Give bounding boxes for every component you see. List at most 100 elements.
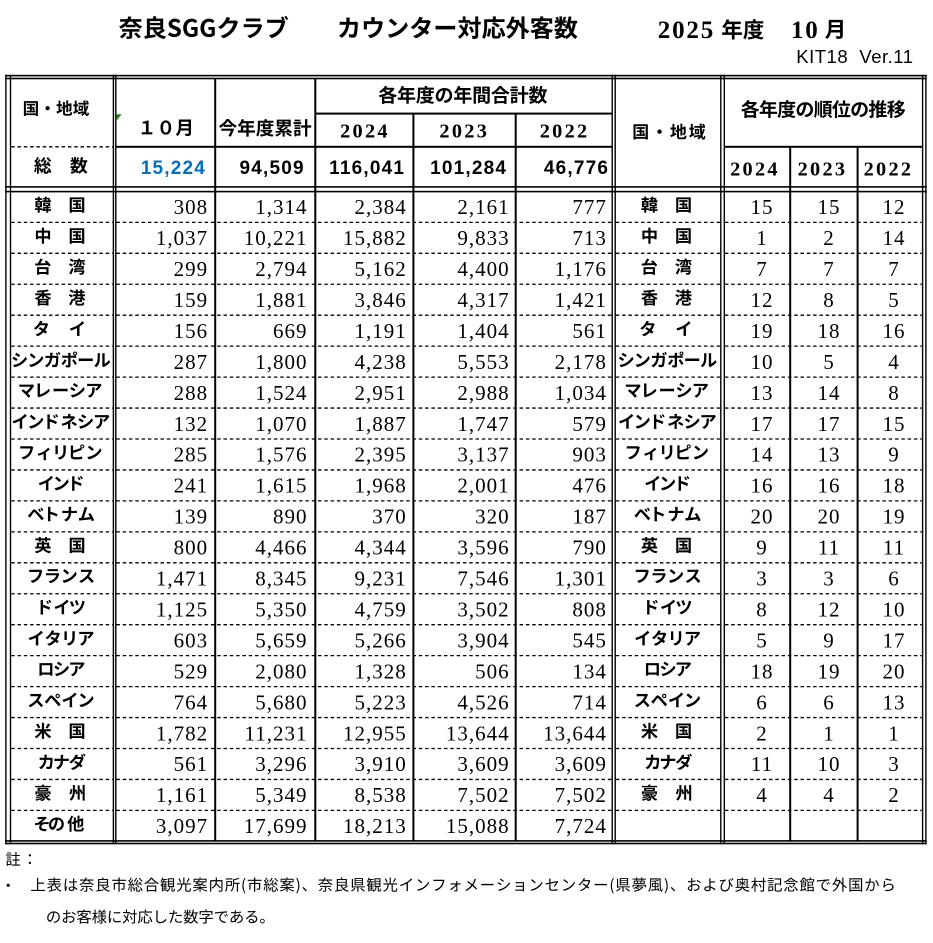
svg-text:3,846: 3,846 bbox=[355, 288, 407, 312]
svg-text:2,161: 2,161 bbox=[457, 195, 509, 219]
svg-text:9: 9 bbox=[823, 628, 835, 652]
svg-text:2022: 2022 bbox=[540, 121, 590, 143]
svg-text:17,699: 17,699 bbox=[244, 814, 308, 838]
svg-text:561: 561 bbox=[572, 319, 607, 343]
svg-text:1: 1 bbox=[888, 721, 900, 745]
svg-text:6: 6 bbox=[888, 567, 900, 591]
svg-text:10,221: 10,221 bbox=[244, 226, 308, 250]
svg-text:1,314: 1,314 bbox=[255, 195, 307, 219]
svg-text:669: 669 bbox=[273, 319, 308, 343]
svg-text:13: 13 bbox=[751, 381, 774, 405]
svg-text:14: 14 bbox=[883, 226, 906, 250]
svg-text:5,553: 5,553 bbox=[457, 350, 509, 374]
svg-text:506: 506 bbox=[475, 659, 510, 683]
svg-text:1,471: 1,471 bbox=[156, 567, 208, 591]
svg-text:4,344: 4,344 bbox=[355, 536, 407, 560]
svg-text:15,224: 15,224 bbox=[141, 158, 206, 179]
svg-text:1,034: 1,034 bbox=[555, 381, 607, 405]
svg-text:18: 18 bbox=[751, 659, 774, 683]
svg-text:14: 14 bbox=[818, 381, 841, 405]
svg-text:3: 3 bbox=[888, 752, 900, 776]
svg-text:545: 545 bbox=[572, 628, 607, 652]
svg-text:7: 7 bbox=[756, 257, 768, 281]
svg-text:4,526: 4,526 bbox=[457, 690, 509, 714]
svg-text:15: 15 bbox=[751, 195, 774, 219]
svg-text:5,162: 5,162 bbox=[355, 257, 407, 281]
svg-text:11,231: 11,231 bbox=[245, 721, 308, 745]
svg-text:16: 16 bbox=[883, 319, 906, 343]
svg-text:10: 10 bbox=[791, 17, 820, 44]
svg-text:9,833: 9,833 bbox=[457, 226, 509, 250]
svg-text:5,266: 5,266 bbox=[355, 628, 407, 652]
svg-text:12,955: 12,955 bbox=[343, 721, 407, 745]
svg-text:4: 4 bbox=[823, 783, 835, 807]
svg-text:12: 12 bbox=[751, 288, 774, 312]
svg-text:4: 4 bbox=[888, 350, 900, 374]
svg-text:1,125: 1,125 bbox=[156, 597, 208, 621]
svg-text:1,747: 1,747 bbox=[457, 412, 509, 436]
svg-text:808: 808 bbox=[572, 597, 607, 621]
svg-text:2,384: 2,384 bbox=[355, 195, 407, 219]
svg-text:529: 529 bbox=[174, 659, 209, 683]
svg-text:9,231: 9,231 bbox=[355, 567, 407, 591]
svg-text:241: 241 bbox=[174, 474, 209, 498]
svg-text:7,502: 7,502 bbox=[555, 783, 607, 807]
svg-text:12: 12 bbox=[818, 597, 841, 621]
svg-text:1,070: 1,070 bbox=[255, 412, 307, 436]
svg-text:2: 2 bbox=[756, 721, 768, 745]
svg-text:6: 6 bbox=[823, 690, 835, 714]
svg-text:9: 9 bbox=[756, 536, 768, 560]
svg-text:2,395: 2,395 bbox=[355, 443, 407, 467]
svg-text:2023: 2023 bbox=[439, 121, 489, 143]
svg-text:19: 19 bbox=[883, 505, 906, 529]
svg-text:13,644: 13,644 bbox=[543, 721, 607, 745]
svg-text:17: 17 bbox=[818, 412, 841, 436]
svg-text:1: 1 bbox=[756, 226, 768, 250]
svg-text:5: 5 bbox=[888, 288, 900, 312]
svg-text:5,349: 5,349 bbox=[255, 783, 307, 807]
svg-text:903: 903 bbox=[572, 443, 607, 467]
svg-text:1,176: 1,176 bbox=[555, 257, 607, 281]
svg-text:3,910: 3,910 bbox=[355, 752, 407, 776]
svg-text:2,001: 2,001 bbox=[457, 474, 509, 498]
svg-text:476: 476 bbox=[572, 474, 607, 498]
svg-text:285: 285 bbox=[174, 443, 209, 467]
svg-text:4,759: 4,759 bbox=[355, 597, 407, 621]
svg-text:4,466: 4,466 bbox=[255, 536, 307, 560]
svg-text:15: 15 bbox=[883, 412, 906, 436]
svg-text:9: 9 bbox=[888, 443, 900, 467]
svg-text:20: 20 bbox=[751, 505, 774, 529]
svg-text:3: 3 bbox=[756, 567, 768, 591]
svg-text:777: 777 bbox=[572, 195, 607, 219]
svg-text:20: 20 bbox=[818, 505, 841, 529]
svg-text:11: 11 bbox=[883, 536, 905, 560]
svg-text:579: 579 bbox=[572, 412, 607, 436]
svg-text:4,400: 4,400 bbox=[457, 257, 509, 281]
svg-text:3,502: 3,502 bbox=[457, 597, 509, 621]
svg-text:5: 5 bbox=[756, 628, 768, 652]
svg-text:2: 2 bbox=[888, 783, 900, 807]
svg-text:134: 134 bbox=[572, 659, 607, 683]
svg-text:10: 10 bbox=[883, 597, 906, 621]
svg-text:156: 156 bbox=[174, 319, 209, 343]
svg-text:15,088: 15,088 bbox=[446, 814, 510, 838]
svg-text:2,080: 2,080 bbox=[255, 659, 307, 683]
svg-text:299: 299 bbox=[174, 257, 209, 281]
svg-text:2024: 2024 bbox=[340, 121, 390, 143]
svg-text:139: 139 bbox=[174, 505, 209, 529]
svg-text:1,421: 1,421 bbox=[555, 288, 607, 312]
svg-text:3: 3 bbox=[823, 567, 835, 591]
svg-text:2,794: 2,794 bbox=[255, 257, 307, 281]
svg-text:3,596: 3,596 bbox=[457, 536, 509, 560]
svg-text:20: 20 bbox=[883, 659, 906, 683]
svg-text:2,988: 2,988 bbox=[457, 381, 509, 405]
svg-text:1: 1 bbox=[823, 721, 835, 745]
svg-text:1,576: 1,576 bbox=[255, 443, 307, 467]
svg-text:287: 287 bbox=[174, 350, 209, 374]
svg-text:3,296: 3,296 bbox=[255, 752, 307, 776]
svg-text:800: 800 bbox=[174, 536, 209, 560]
svg-text:1,887: 1,887 bbox=[355, 412, 407, 436]
svg-text:18: 18 bbox=[883, 474, 906, 498]
svg-text:116,041: 116,041 bbox=[329, 158, 405, 179]
svg-text:7: 7 bbox=[888, 257, 900, 281]
